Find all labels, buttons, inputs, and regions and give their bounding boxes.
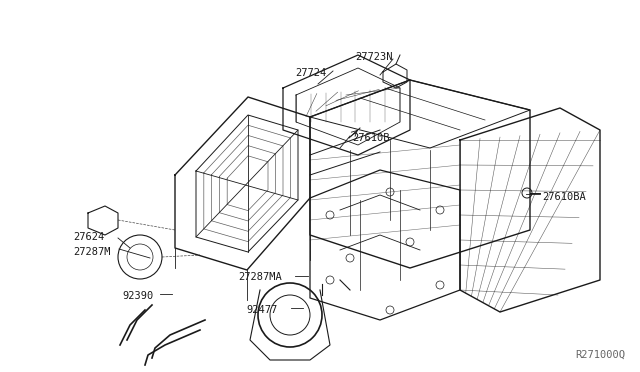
Text: 27723N: 27723N <box>355 52 392 62</box>
Text: 27610B: 27610B <box>352 133 390 143</box>
Text: 27624: 27624 <box>73 232 104 242</box>
Text: 27724: 27724 <box>295 68 326 78</box>
Text: 27287M: 27287M <box>73 247 111 257</box>
Text: 27287MA: 27287MA <box>238 272 282 282</box>
Text: 92477: 92477 <box>246 305 277 315</box>
Text: R271000Q: R271000Q <box>575 350 625 360</box>
Text: 92390: 92390 <box>122 291 153 301</box>
Text: 27610BA: 27610BA <box>542 192 586 202</box>
